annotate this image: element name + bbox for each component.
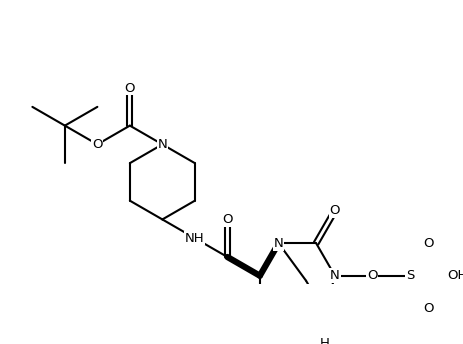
- Text: H: H: [319, 337, 329, 344]
- Text: N: N: [329, 269, 339, 282]
- Text: N: N: [273, 237, 283, 250]
- Text: O: O: [125, 82, 135, 95]
- Text: O: O: [92, 138, 102, 151]
- Text: O: O: [423, 302, 433, 315]
- Text: O: O: [423, 237, 433, 250]
- Text: O: O: [329, 204, 339, 217]
- Text: O: O: [222, 213, 232, 226]
- Text: NH: NH: [185, 232, 204, 245]
- Text: O: O: [366, 269, 377, 282]
- Text: OH: OH: [446, 269, 463, 282]
- Text: S: S: [405, 269, 413, 282]
- Text: N: N: [157, 138, 167, 151]
- Text: N: N: [157, 138, 167, 151]
